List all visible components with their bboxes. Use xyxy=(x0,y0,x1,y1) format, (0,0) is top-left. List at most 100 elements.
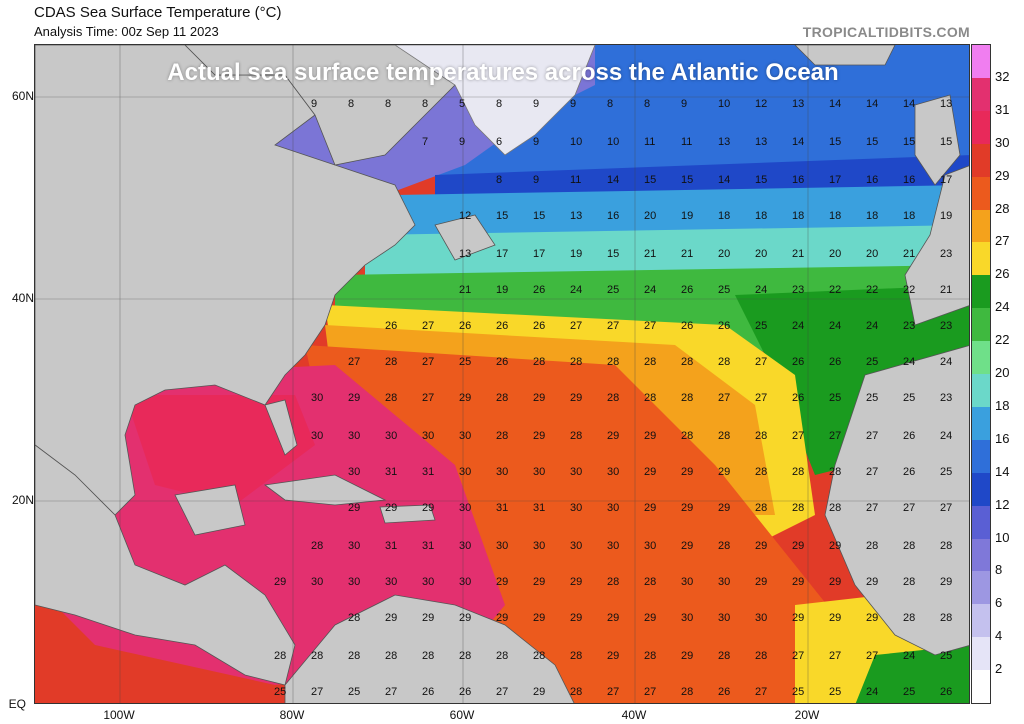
sst-value-label: 26 xyxy=(496,356,508,368)
sst-value-label: 13 xyxy=(792,98,804,110)
colorbar-label: 18 xyxy=(995,397,1010,413)
sst-value-label: 28 xyxy=(681,392,693,404)
sst-value-label: 20 xyxy=(755,248,767,260)
land-south-america xyxy=(284,594,575,703)
sst-value-label: 30 xyxy=(644,540,656,552)
sst-value-label: 29 xyxy=(533,392,545,404)
sst-value-label: 28 xyxy=(829,466,841,478)
sst-value-label: 28 xyxy=(718,356,730,368)
sst-value-label: 28 xyxy=(644,650,656,662)
sst-value-label: 20 xyxy=(829,248,841,260)
lon-label-100w: 100W xyxy=(103,708,135,722)
colorbar-segment xyxy=(972,209,990,243)
sst-value-label: 30 xyxy=(755,612,767,624)
sst-value-label: 24 xyxy=(940,356,952,368)
sst-value-label: 29 xyxy=(385,502,397,514)
sst-value-label: 19 xyxy=(570,248,582,260)
sst-value-label: 15 xyxy=(607,248,619,260)
sst-value-label: 27 xyxy=(644,320,656,332)
sst-value-label: 29 xyxy=(607,430,619,442)
sst-value-label: 14 xyxy=(829,98,841,110)
colorbar-segment xyxy=(972,110,990,145)
land-yucatan xyxy=(174,484,246,536)
sst-value-label: 29 xyxy=(459,612,471,624)
sst-value-label: 21 xyxy=(681,248,693,260)
sst-value-label: 31 xyxy=(422,540,434,552)
sst-value-label: 15 xyxy=(940,136,952,148)
sst-value-label: 21 xyxy=(792,248,804,260)
sst-value-label: 30 xyxy=(348,540,360,552)
sst-value-label: 13 xyxy=(755,136,767,148)
sst-value-label: 24 xyxy=(903,650,915,662)
sst-value-label: 29 xyxy=(644,466,656,478)
sst-value-label: 31 xyxy=(533,502,545,514)
land-cuba xyxy=(263,474,387,506)
sst-value-label: 27 xyxy=(755,356,767,368)
sst-value-label: 29 xyxy=(533,430,545,442)
colorbar-segment xyxy=(972,670,990,704)
sst-value-label: 9 xyxy=(459,136,465,148)
sst-value-label: 28 xyxy=(681,356,693,368)
sst-value-label: 8 xyxy=(385,98,391,110)
sst-value-label: 29 xyxy=(829,576,841,588)
sst-value-label: 28 xyxy=(533,356,545,368)
sst-value-label: 18 xyxy=(792,210,804,222)
sst-value-label: 29 xyxy=(755,540,767,552)
sst-value-label: 29 xyxy=(385,612,397,624)
lon-label-40w: 40W xyxy=(621,708,647,722)
sst-value-label: 27 xyxy=(792,430,804,442)
sst-value-label: 17 xyxy=(829,174,841,186)
sst-value-label: 31 xyxy=(385,466,397,478)
sst-value-label: 28 xyxy=(274,650,286,662)
sst-value-label: 29 xyxy=(866,576,878,588)
sst-value-label: 25 xyxy=(755,320,767,332)
sst-value-label: 28 xyxy=(681,686,693,698)
sst-value-label: 27 xyxy=(866,650,878,662)
sst-value-label: 30 xyxy=(681,576,693,588)
colorbar-label: 31 xyxy=(995,101,1010,117)
sst-value-label: 27 xyxy=(866,466,878,478)
sst-value-label: 26 xyxy=(718,686,730,698)
sst-value-label: 28 xyxy=(903,612,915,624)
sst-value-label: 28 xyxy=(718,430,730,442)
sst-value-label: 28 xyxy=(718,540,730,552)
sst-value-label: 16 xyxy=(607,210,619,222)
sst-value-label: 28 xyxy=(792,466,804,478)
colorbar-segment xyxy=(972,341,990,375)
sst-value-label: 28 xyxy=(496,430,508,442)
region-gulf-31 xyxy=(125,395,315,505)
sst-value-label: 18 xyxy=(866,210,878,222)
sst-value-label: 28 xyxy=(496,650,508,662)
colorbar-label: 29 xyxy=(995,167,1010,183)
sst-value-label: 11 xyxy=(681,136,692,148)
sst-value-label: 30 xyxy=(422,430,434,442)
sst-value-label: 28 xyxy=(681,430,693,442)
sst-value-label: 28 xyxy=(422,650,434,662)
sst-value-label: 29 xyxy=(496,576,508,588)
sst-value-label: 22 xyxy=(829,284,841,296)
sst-value-label: 30 xyxy=(311,392,323,404)
sst-value-label: 29 xyxy=(829,540,841,552)
sst-value-label: 29 xyxy=(274,576,286,588)
sst-value-label: 29 xyxy=(607,650,619,662)
source-watermark: TROPICALTIDBITS.COM xyxy=(802,24,970,40)
colorbar-label: 14 xyxy=(995,463,1010,479)
sst-value-label: 27 xyxy=(644,686,656,698)
sst-value-label: 30 xyxy=(496,466,508,478)
sst-value-label: 29 xyxy=(570,392,582,404)
sst-value-label: 11 xyxy=(644,136,655,148)
sst-value-label: 26 xyxy=(385,320,397,332)
sst-value-label: 15 xyxy=(903,136,915,148)
sst-value-label: 25 xyxy=(829,686,841,698)
colorbar-label: 28 xyxy=(995,200,1010,216)
sst-value-label: 26 xyxy=(422,686,434,698)
sst-value-label: 31 xyxy=(385,540,397,552)
lon-label-80w: 80W xyxy=(279,708,305,722)
sst-value-label: 27 xyxy=(348,356,360,368)
sst-value-label: 25 xyxy=(866,356,878,368)
sst-value-label: 30 xyxy=(348,576,360,588)
lat-label-60n: 60N xyxy=(11,89,34,103)
sst-value-label: 29 xyxy=(681,466,693,478)
caption-overlay: Actual sea surface temperatures across t… xyxy=(167,59,839,86)
sst-value-label: 18 xyxy=(903,210,915,222)
